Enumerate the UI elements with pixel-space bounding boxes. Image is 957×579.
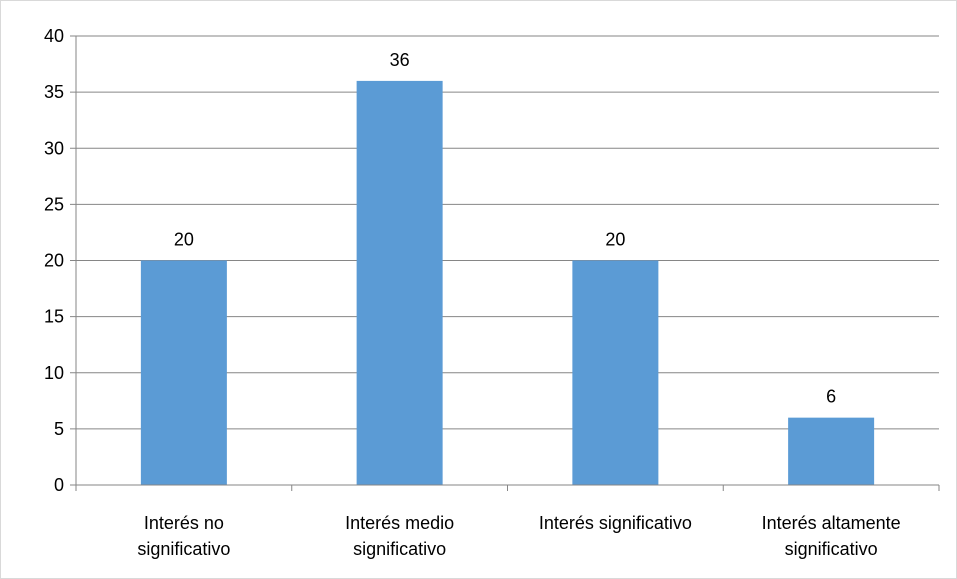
bar bbox=[356, 80, 443, 486]
bar bbox=[572, 260, 659, 485]
x-tick-label: Interés no significativo bbox=[137, 513, 230, 559]
bar bbox=[788, 417, 875, 485]
y-tick-label: 40 bbox=[44, 26, 64, 46]
bars bbox=[140, 80, 875, 486]
y-tick-label: 0 bbox=[54, 475, 64, 495]
x-tick-label: Interés altamente significativo bbox=[762, 513, 901, 559]
y-tick-label: 15 bbox=[44, 307, 64, 327]
bar bbox=[140, 260, 227, 485]
data-label: 20 bbox=[174, 230, 194, 250]
axes bbox=[70, 35, 940, 491]
x-tick-label: Interés significativo bbox=[539, 513, 692, 533]
y-tick-label: 5 bbox=[54, 419, 64, 439]
x-axis-category-labels: Interés no significativo Interés medio sign… bbox=[137, 513, 900, 559]
data-label: 36 bbox=[390, 50, 410, 70]
y-tick-label: 25 bbox=[44, 194, 64, 214]
y-tick-label: 10 bbox=[44, 363, 64, 383]
data-labels: 20 36 20 6 bbox=[174, 50, 836, 407]
y-tick-label: 35 bbox=[44, 82, 64, 102]
x-tick-label: Interés medio significativo bbox=[345, 513, 454, 559]
data-label: 6 bbox=[826, 387, 836, 407]
y-axis-tick-labels: 0 5 10 15 20 25 30 35 40 bbox=[44, 26, 64, 495]
y-tick-label: 20 bbox=[44, 251, 64, 271]
y-tick-label: 30 bbox=[44, 138, 64, 158]
data-label: 20 bbox=[605, 230, 625, 250]
